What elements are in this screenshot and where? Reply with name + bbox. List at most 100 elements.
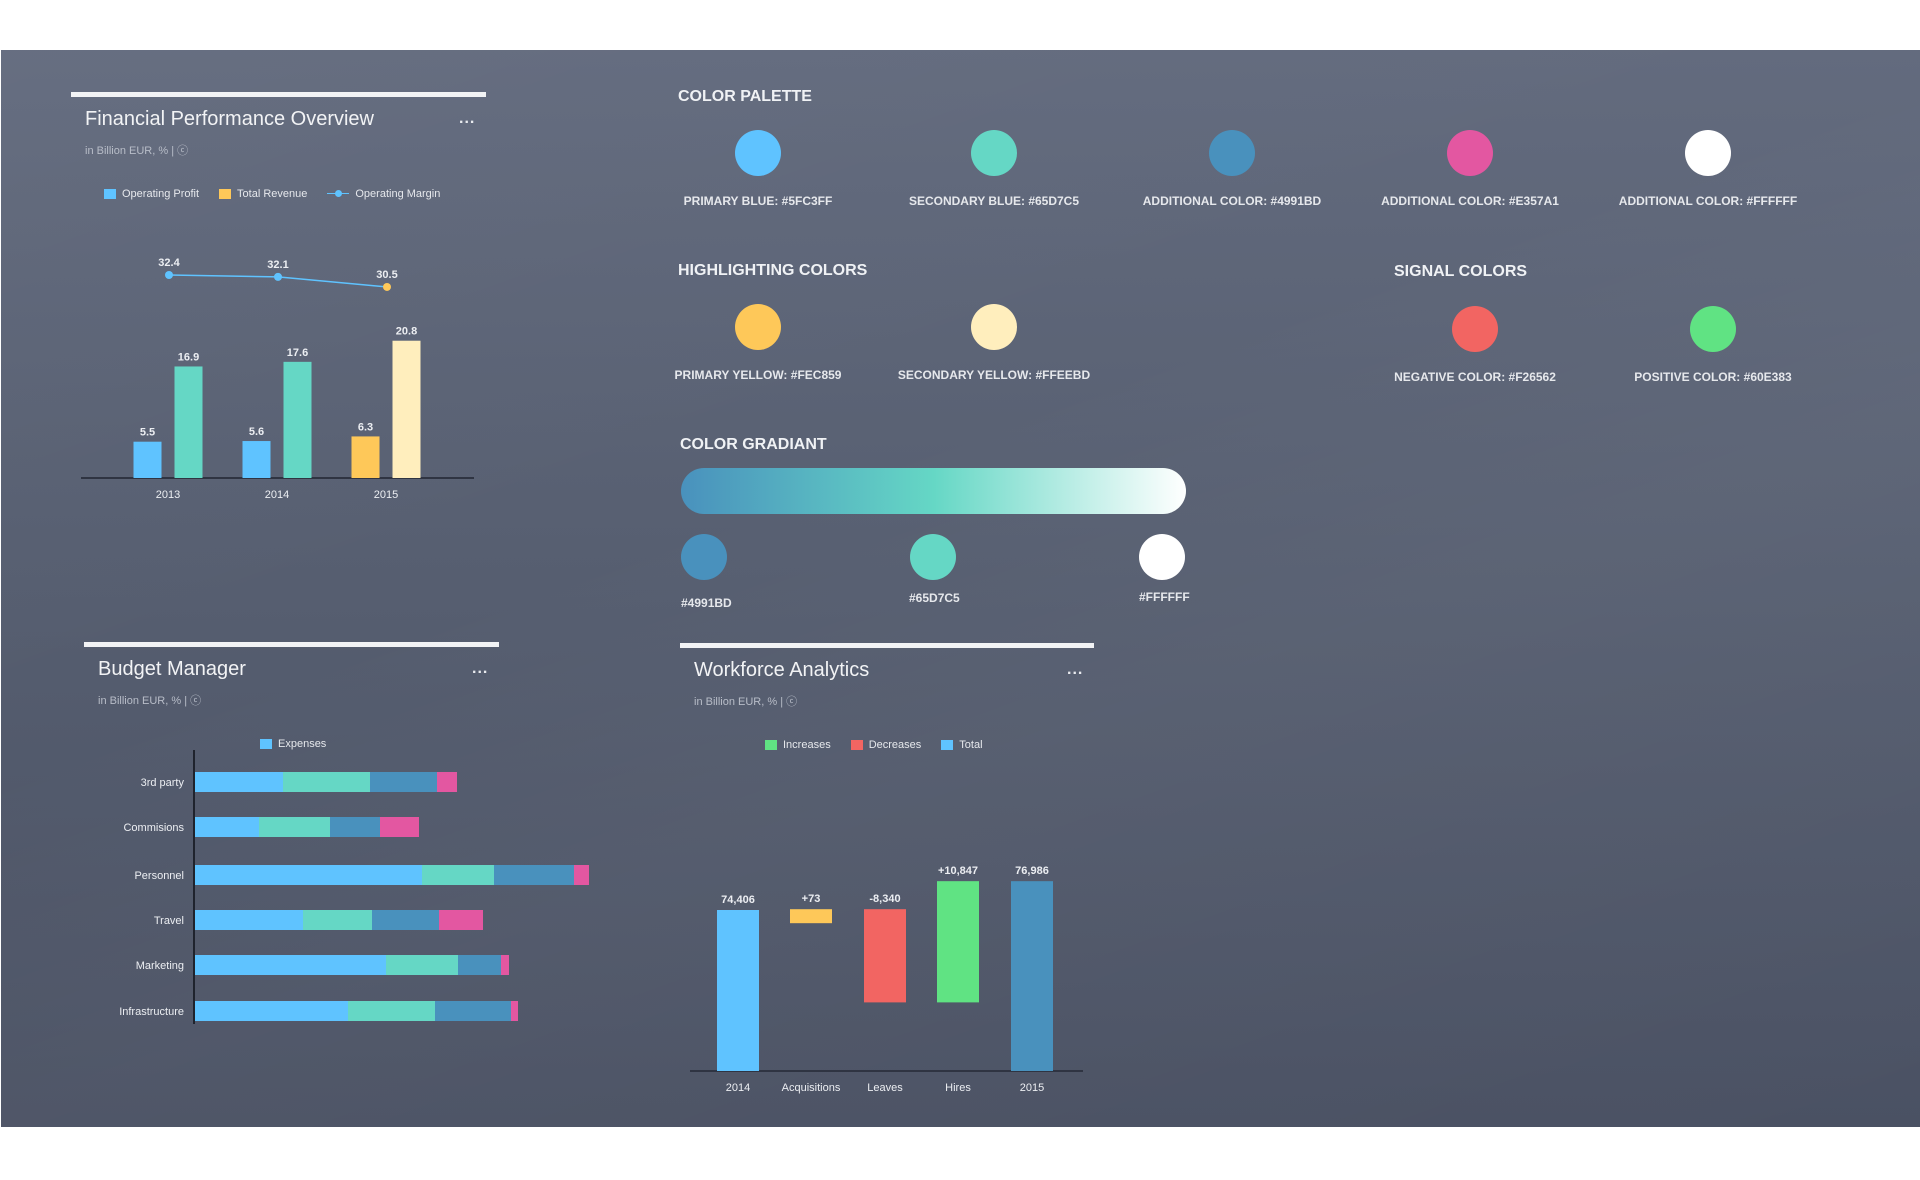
bar-segment — [574, 865, 589, 885]
bar-segment — [422, 865, 494, 885]
legend-item[interactable]: Increases — [765, 739, 831, 751]
color-swatch: ADDITIONAL COLOR: #FFFFFF — [1598, 130, 1818, 208]
color-dot — [735, 130, 781, 176]
bar-segment — [501, 955, 509, 975]
legend-item[interactable]: Total Revenue — [219, 188, 307, 200]
waterfall-bar — [1011, 881, 1053, 1071]
more-menu-button[interactable]: ... — [459, 110, 476, 127]
gradient-stop-label: #FFFFFF — [1139, 590, 1190, 604]
color-palette-title: COLOR PALETTE — [678, 88, 812, 105]
card-subtitle: in Billion EUR, % | ⓒ — [98, 695, 202, 707]
data-label: 74,406 — [721, 894, 755, 906]
bar-segment — [330, 817, 380, 837]
bar-segment — [439, 910, 483, 930]
workforce-card: Workforce Analytics in Billion EUR, % | … — [680, 643, 1100, 1103]
financial-chart: 5.5 16.9 2013 5.6 17.6 2014 6.3 20.8 2015 32.4 32.… — [81, 257, 474, 501]
financial-card: Financial Performance Overview in Billio… — [71, 92, 491, 512]
y-tick-label: Personnel — [134, 870, 184, 882]
bar-operating-profit — [133, 441, 162, 478]
legend-item[interactable]: Operating Margin — [327, 188, 440, 200]
bar-segment — [511, 1001, 518, 1021]
waterfall-bar — [790, 909, 832, 924]
waterfall-bar — [864, 909, 906, 1003]
bar-operating-profit — [351, 436, 380, 478]
bar-segment — [458, 955, 501, 975]
waterfall-bar — [937, 881, 979, 1003]
bar-segment — [195, 955, 386, 975]
legend-swatch — [765, 740, 777, 750]
legend-label: Decreases — [868, 739, 922, 751]
y-tick-label: Marketing — [136, 960, 184, 972]
chart-legend: Expenses — [260, 738, 326, 750]
highlighting-colors-title: HIGHLIGHTING COLORS — [678, 262, 868, 279]
dashboard-board: Financial Performance Overview in Billio… — [1, 50, 1920, 1127]
bar-total-revenue — [392, 340, 421, 478]
color-dot — [971, 304, 1017, 350]
color-label: ADDITIONAL COLOR: #4991BD — [1142, 194, 1322, 208]
bar-segment — [303, 910, 372, 930]
more-menu-button[interactable]: ... — [1067, 661, 1084, 678]
gradient-stop-dot — [910, 534, 956, 580]
x-tick-label: 2015 — [1020, 1082, 1044, 1094]
legend-swatch — [260, 739, 272, 749]
color-dot — [971, 130, 1017, 176]
x-tick-label: 2013 — [156, 489, 180, 501]
bar-segment — [259, 817, 330, 837]
card-top-bar — [680, 643, 1094, 648]
more-menu-button[interactable]: ... — [472, 660, 489, 677]
color-swatch: ADDITIONAL COLOR: #E357A1 — [1360, 130, 1580, 208]
data-label: 20.8 — [396, 326, 417, 338]
bar-segment — [386, 955, 458, 975]
color-swatch: SECONDARY BLUE: #65D7C5 — [884, 130, 1104, 208]
legend-label: Operating Margin — [355, 188, 441, 200]
bar-total-revenue — [283, 361, 312, 478]
card-title: Workforce Analytics — [694, 659, 870, 681]
legend-swatch — [941, 740, 954, 750]
color-swatch: ADDITIONAL COLOR: #4991BD — [1122, 130, 1342, 208]
data-label: +10,847 — [938, 865, 978, 877]
bar-operating-profit — [242, 441, 271, 478]
budget-chart: 3rd party Commisions Personnel Travel Market… — [119, 750, 589, 1024]
legend-item[interactable]: Operating Profit — [104, 188, 199, 200]
data-label: -8,340 — [869, 893, 900, 905]
operating-margin-point — [165, 271, 173, 279]
data-label: 16.9 — [178, 351, 199, 363]
x-tick-label: Leaves — [867, 1082, 903, 1094]
color-dot — [1209, 130, 1255, 176]
card-top-bar — [84, 642, 499, 647]
legend-item[interactable]: Expenses — [260, 738, 326, 750]
x-tick-label: Acquisitions — [782, 1082, 841, 1094]
data-label: +73 — [802, 893, 821, 905]
data-label: 17.6 — [287, 347, 308, 359]
legend-swatch — [104, 189, 116, 199]
bar-segment — [195, 772, 283, 792]
color-label: NEGATIVE COLOR: #F26562 — [1394, 370, 1556, 384]
color-dot — [1690, 306, 1736, 352]
legend-swatch — [850, 740, 863, 750]
legend-label: Operating Profit — [122, 188, 200, 200]
bar-segment — [372, 910, 439, 930]
y-tick-label: Travel — [154, 915, 184, 927]
x-tick-label: 2014 — [265, 489, 289, 501]
bar-segment — [283, 772, 370, 792]
x-tick-label: Hires — [945, 1082, 971, 1094]
gradient-stop-dot — [681, 534, 727, 580]
legend-line-swatch — [327, 189, 350, 199]
data-label: 32.1 — [267, 259, 288, 271]
gradient-stop-label: #65D7C5 — [909, 591, 960, 605]
data-label: 5.5 — [140, 427, 155, 439]
chart-legend: Operating Profit Total Revenue Operating… — [104, 188, 440, 200]
color-swatch: PRIMARY BLUE: #5FC3FF — [648, 130, 868, 208]
x-tick-label: 2015 — [374, 489, 398, 501]
color-swatch: PRIMARY YELLOW: #FEC859 — [648, 304, 868, 382]
operating-margin-point — [383, 282, 391, 291]
chart-legend: Increases Decreases Total — [765, 739, 983, 751]
data-label: 76,986 — [1015, 865, 1049, 877]
bar-segment — [370, 772, 437, 792]
legend-item[interactable]: Decreases — [850, 739, 922, 751]
color-swatch: SECONDARY YELLOW: #FFEEBD — [884, 304, 1104, 382]
card-subtitle: in Billion EUR, % | ⓒ — [694, 696, 798, 708]
workforce-chart: 74,406 2014 +73 Acquisitions -8,340 Leaves +10… — [690, 865, 1083, 1094]
card-top-bar — [71, 92, 486, 97]
legend-item[interactable]: Total — [941, 739, 983, 751]
